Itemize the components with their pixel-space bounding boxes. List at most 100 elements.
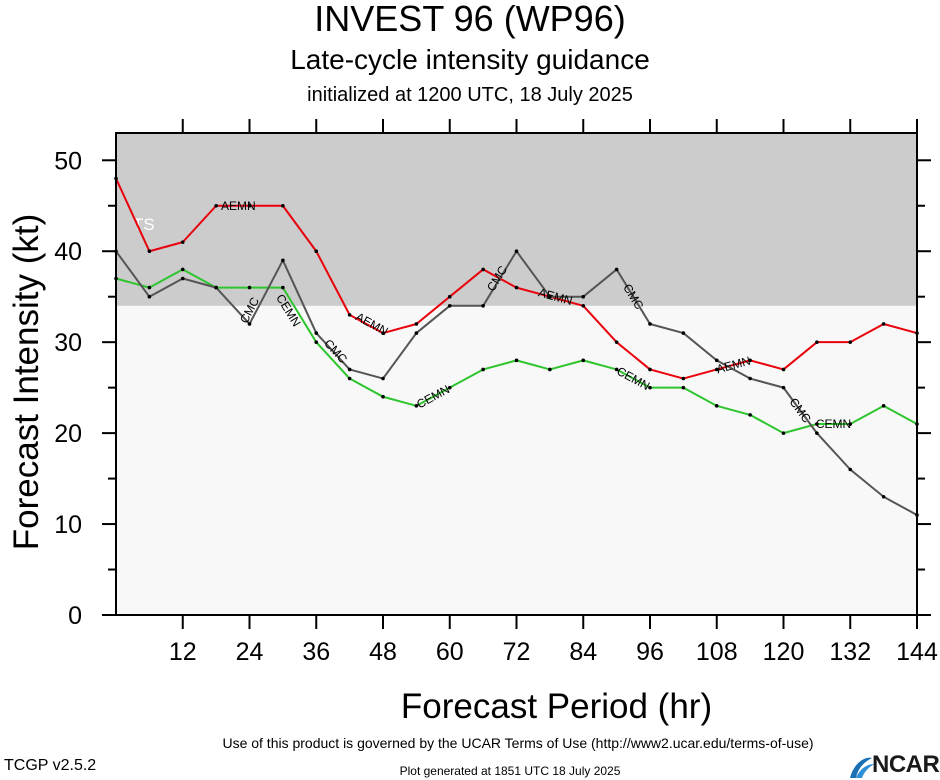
x-tick-label: 84 xyxy=(569,638,597,666)
data-point-aemn xyxy=(414,322,419,326)
data-point-cemn xyxy=(147,285,152,290)
data-point-cemn xyxy=(781,431,786,435)
x-tick-label: 132 xyxy=(829,638,871,666)
data-point-cmc xyxy=(414,331,419,335)
data-point-cmc xyxy=(681,331,686,335)
series-label-group: CEMN xyxy=(816,417,851,431)
data-point-aemn xyxy=(781,367,786,372)
series-label-aemn: AEMN xyxy=(221,199,256,213)
x-tick-label: 36 xyxy=(302,638,330,666)
x-tick-label: 96 xyxy=(636,638,664,666)
x-tick-label: 144 xyxy=(896,638,938,666)
data-point-aemn xyxy=(581,303,586,308)
data-point-aemn xyxy=(347,313,352,317)
data-point-cmc xyxy=(381,376,385,381)
data-point-aemn xyxy=(147,249,152,254)
data-point-cmc xyxy=(214,285,218,290)
data-point-aemn xyxy=(447,294,452,299)
y-tick-label: 20 xyxy=(54,420,82,448)
data-point-aemn xyxy=(614,340,619,344)
data-point-cmc xyxy=(481,303,485,308)
ts-band xyxy=(116,133,917,306)
data-point-cmc xyxy=(514,249,519,254)
data-point-aemn xyxy=(881,322,886,326)
data-point-cmc xyxy=(314,331,319,335)
version-label: TCGP v2.5.2 xyxy=(4,757,97,774)
data-point-cmc xyxy=(748,376,752,381)
data-point-aemn xyxy=(381,331,385,335)
data-point-cemn xyxy=(281,285,285,290)
data-point-cmc xyxy=(548,294,552,299)
data-point-cemn xyxy=(581,358,586,363)
data-point-cmc xyxy=(614,267,619,272)
data-point-aemn xyxy=(481,267,485,272)
ncar-logo-icon xyxy=(850,757,874,778)
data-point-cemn xyxy=(748,413,752,417)
data-point-cemn xyxy=(881,404,886,408)
x-tick-label: 108 xyxy=(696,638,738,666)
data-point-cmc xyxy=(881,494,886,499)
x-tick-label: 48 xyxy=(369,638,397,666)
y-tick-label: 10 xyxy=(54,511,82,539)
data-point-cmc xyxy=(815,431,819,435)
data-point-cemn xyxy=(447,385,452,390)
series-label-group: AEMN xyxy=(221,199,256,213)
data-point-aemn xyxy=(648,367,652,372)
data-point-cemn xyxy=(180,267,185,272)
data-point-cemn xyxy=(714,404,719,408)
chart-title: INVEST 96 (WP96) xyxy=(314,0,626,39)
data-point-cmc xyxy=(147,294,152,299)
data-point-aemn xyxy=(214,203,218,208)
data-point-cemn xyxy=(414,404,419,408)
data-point-aemn xyxy=(247,203,252,208)
y-tick-label: 40 xyxy=(54,238,82,266)
chart-init-time: initialized at 1200 UTC, 18 July 2025 xyxy=(307,84,633,106)
data-point-cmc xyxy=(648,322,652,326)
x-tick-label: 72 xyxy=(503,638,531,666)
data-point-cmc xyxy=(180,276,185,281)
data-point-cmc xyxy=(581,294,586,299)
data-point-aemn xyxy=(314,249,319,254)
chart-subtitle: Late-cycle intensity guidance xyxy=(290,44,650,75)
y-tick-label: 30 xyxy=(54,329,82,357)
ncar-logo-text: NCAR xyxy=(872,751,940,778)
data-point-cmc xyxy=(848,467,853,472)
data-point-cmc xyxy=(714,358,719,363)
y-tick-label: 0 xyxy=(68,602,82,630)
data-point-cemn xyxy=(681,385,686,390)
data-point-cemn xyxy=(514,358,519,363)
data-point-cemn xyxy=(347,376,352,381)
data-point-cemn xyxy=(614,367,619,372)
data-point-aemn xyxy=(748,358,752,363)
data-point-cemn xyxy=(381,394,385,399)
data-point-cemn xyxy=(481,367,485,372)
series-label-cemn: CEMN xyxy=(816,417,851,431)
data-point-aemn xyxy=(281,203,285,208)
y-tick-label: 50 xyxy=(54,147,82,175)
data-point-cemn xyxy=(247,285,252,290)
terms-of-use-text: Use of this product is governed by the U… xyxy=(222,735,814,751)
x-tick-label: 60 xyxy=(436,638,464,666)
data-point-cmc xyxy=(447,303,452,308)
data-point-cemn xyxy=(648,385,652,390)
data-point-cemn xyxy=(848,422,853,426)
data-point-cemn xyxy=(548,367,552,372)
x-axis-label: Forecast Period (hr) xyxy=(401,687,712,726)
data-point-cmc xyxy=(781,385,786,390)
data-point-aemn xyxy=(714,367,719,372)
data-point-cemn xyxy=(314,340,319,344)
data-point-cemn xyxy=(815,422,819,426)
x-tick-label: 24 xyxy=(236,638,264,666)
data-point-cmc xyxy=(281,258,285,263)
x-tick-label: 12 xyxy=(169,638,197,666)
data-point-aemn xyxy=(681,376,686,381)
y-axis-label: Forecast Intensity (kt) xyxy=(7,214,46,550)
data-point-aemn xyxy=(815,340,819,344)
data-point-cmc xyxy=(247,322,252,326)
generated-time-label: Plot generated at 1851 UTC 18 July 2025 xyxy=(399,764,621,778)
data-point-cmc xyxy=(347,367,352,372)
data-point-aemn xyxy=(180,240,185,244)
data-point-aemn xyxy=(514,285,519,290)
data-point-aemn xyxy=(848,340,853,344)
